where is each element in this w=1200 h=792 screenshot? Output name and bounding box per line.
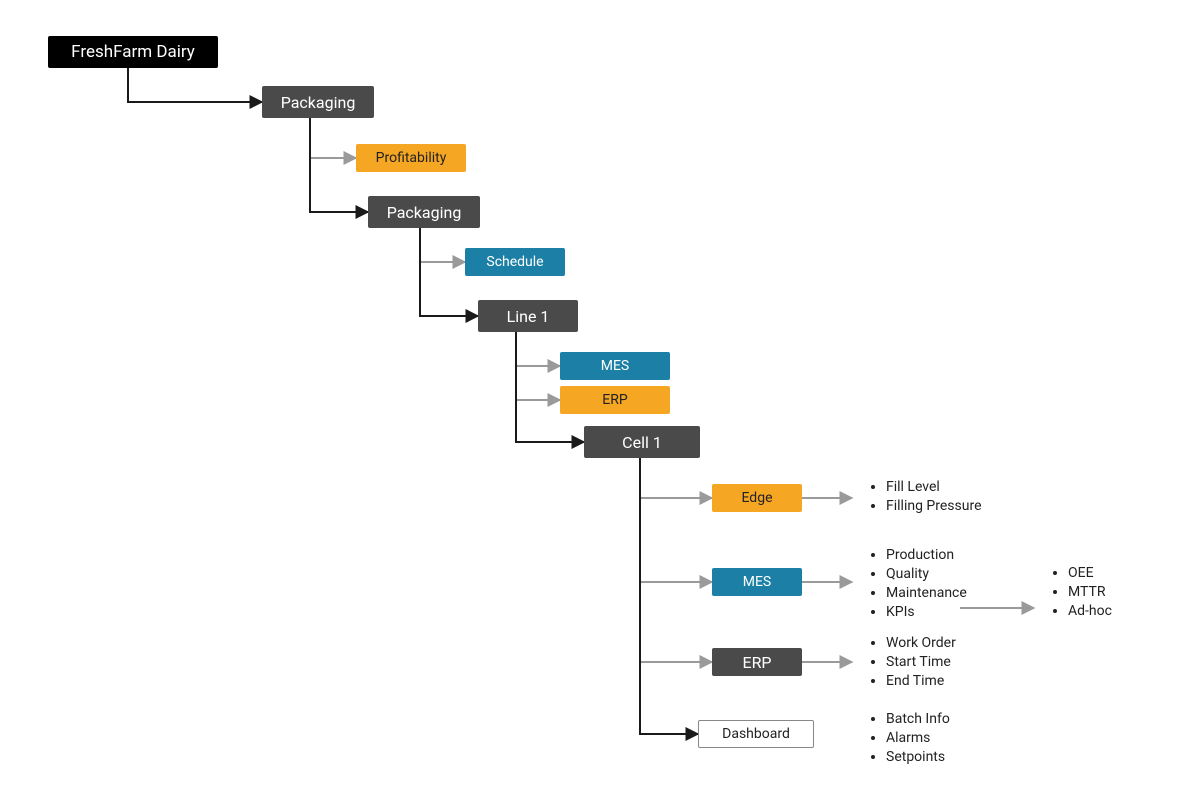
- list-erp_items: Work OrderStart TimeEnd Time: [868, 634, 956, 691]
- node-packaging1: Packaging: [262, 86, 374, 118]
- diagram-canvas: FreshFarm Dairy Packaging Profitability Pac…: [0, 0, 1200, 792]
- list-item: Batch Info: [886, 710, 950, 729]
- node-profitability: Profitability: [356, 144, 466, 172]
- list-item: Maintenance: [886, 584, 967, 603]
- list-item: Production: [886, 546, 967, 565]
- edge: [128, 68, 262, 102]
- node-packaging2: Packaging: [368, 196, 480, 228]
- edge: [640, 458, 698, 734]
- node-cell1: Cell 1: [584, 426, 700, 458]
- list-item: Work Order: [886, 634, 956, 653]
- list-dash_items: Batch InfoAlarmsSetpoints: [868, 710, 950, 767]
- list-item: Ad-hoc: [1068, 602, 1112, 621]
- node-erp_cell: ERP: [712, 648, 802, 676]
- list-item: Setpoints: [886, 748, 950, 767]
- node-schedule: Schedule: [465, 248, 565, 276]
- list-item: Alarms: [886, 729, 950, 748]
- node-erp_line: ERP: [560, 386, 670, 414]
- node-root: FreshFarm Dairy: [48, 36, 218, 68]
- list-item: Quality: [886, 565, 967, 584]
- list-kpi_items: OEEMTTRAd-hoc: [1050, 564, 1112, 621]
- node-line1: Line 1: [478, 300, 578, 332]
- list-item: MTTR: [1068, 583, 1112, 602]
- list-item: KPIs: [886, 603, 967, 622]
- node-edge: Edge: [712, 484, 802, 512]
- list-item: End Time: [886, 672, 956, 691]
- list-edge_items: Fill LevelFilling Pressure: [868, 478, 982, 516]
- list-mes_items: ProductionQualityMaintenanceKPIs: [868, 546, 967, 622]
- node-mes_cell: MES: [712, 568, 802, 596]
- list-item: Fill Level: [886, 478, 982, 497]
- list-item: Start Time: [886, 653, 956, 672]
- list-item: OEE: [1068, 564, 1112, 583]
- node-mes_line: MES: [560, 352, 670, 380]
- list-item: Filling Pressure: [886, 497, 982, 516]
- node-dashboard: Dashboard: [698, 720, 814, 748]
